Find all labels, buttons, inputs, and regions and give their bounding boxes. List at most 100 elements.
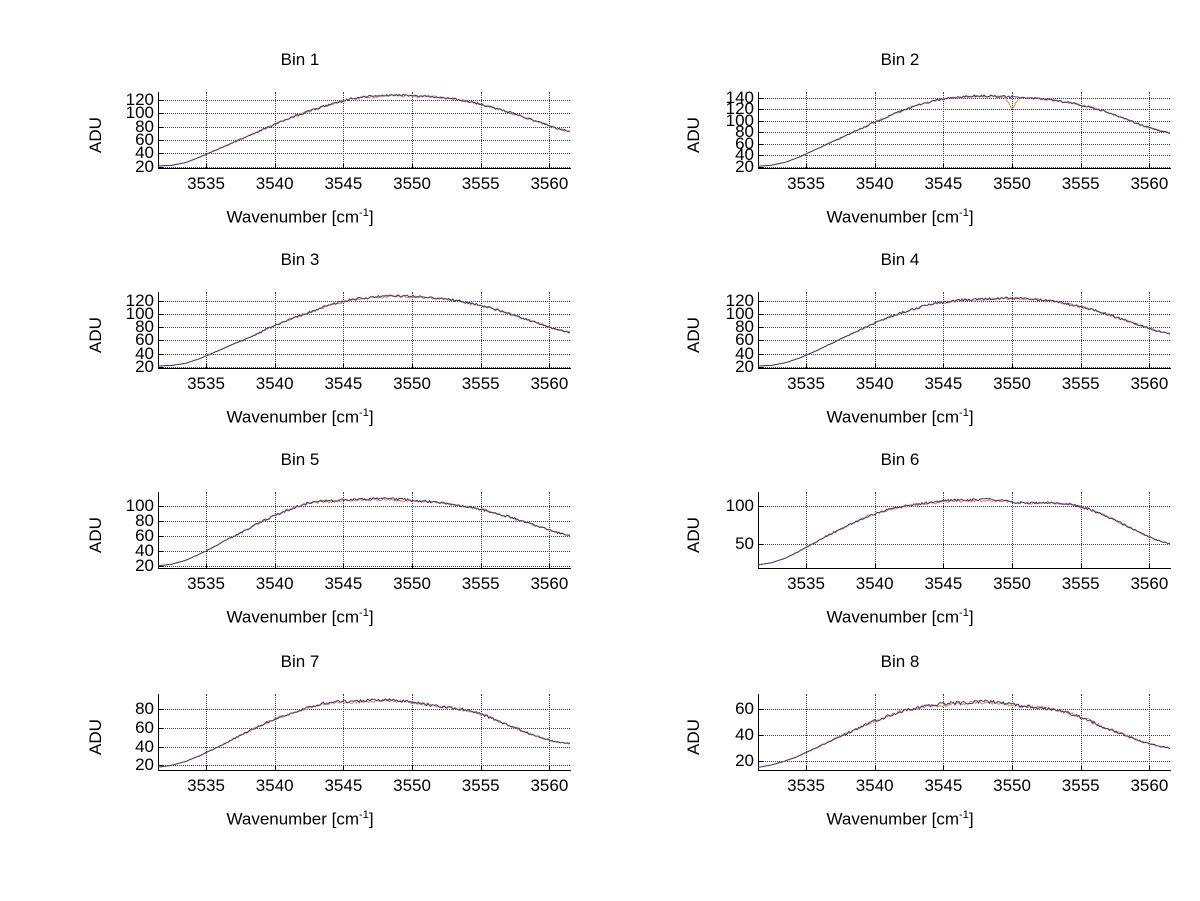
x-tick-mark bbox=[1012, 164, 1013, 169]
y-tick-mark bbox=[758, 367, 763, 368]
grid-line-vertical bbox=[206, 292, 207, 368]
y-tick-label: 80 bbox=[135, 116, 154, 136]
y-tick-label: 60 bbox=[135, 717, 154, 737]
y-tick-label: 100 bbox=[725, 495, 754, 515]
x-tick-mark bbox=[206, 766, 207, 771]
grid-line-horizontal bbox=[758, 709, 1170, 710]
grid-line-vertical bbox=[343, 92, 344, 168]
y-tick-label: 60 bbox=[135, 526, 154, 546]
x-axis-label: Wavenumber [cm-1] bbox=[600, 407, 1200, 428]
y-tick-mark bbox=[158, 506, 163, 507]
x-axis-line bbox=[158, 168, 571, 169]
grid-line-horizontal bbox=[158, 127, 570, 128]
x-tick-mark bbox=[412, 564, 413, 569]
x-tick-label: 3540 bbox=[255, 776, 294, 795]
x-tick-label: 3535 bbox=[187, 174, 225, 193]
y-tick-mark bbox=[758, 132, 763, 133]
grid-line-horizontal bbox=[758, 761, 1170, 762]
grid-line-horizontal bbox=[158, 551, 570, 552]
grid-line-horizontal bbox=[158, 536, 570, 537]
x-tick-label: 3545 bbox=[324, 574, 363, 593]
grid-line-vertical bbox=[481, 694, 482, 770]
grid-line-horizontal bbox=[758, 144, 1170, 145]
x-tick-mark bbox=[549, 364, 550, 369]
x-axis-label-suffix: ] bbox=[968, 407, 974, 427]
y-tick-label: 60 bbox=[135, 130, 154, 149]
y-tick-mark bbox=[158, 551, 163, 552]
y-axis-line bbox=[158, 292, 159, 369]
x-tick-mark bbox=[943, 364, 944, 369]
grid-line-vertical bbox=[1081, 292, 1082, 368]
y-tick-label: 40 bbox=[735, 343, 754, 363]
data-series-line bbox=[757, 94, 1171, 167]
grid-line-horizontal bbox=[158, 367, 570, 368]
x-tick-label: 3555 bbox=[1061, 374, 1100, 393]
subplot-title: Bin 7 bbox=[280, 652, 320, 671]
x-tick-mark bbox=[343, 364, 344, 369]
x-tick-label: 3535 bbox=[187, 574, 225, 593]
grid-line-horizontal bbox=[158, 113, 570, 114]
x-tick-label: 3540 bbox=[855, 174, 894, 193]
x-tick-label: 3540 bbox=[855, 374, 894, 393]
x-tick-mark bbox=[412, 164, 413, 169]
y-tick-mark bbox=[158, 728, 163, 729]
x-tick-mark bbox=[943, 766, 944, 771]
x-tick-mark bbox=[1081, 364, 1082, 369]
y-tick-mark bbox=[158, 367, 163, 368]
x-axis-line bbox=[758, 568, 1171, 569]
grid-line-horizontal bbox=[758, 155, 1170, 156]
x-tick-mark bbox=[1012, 766, 1013, 771]
x-tick-label: 3560 bbox=[1130, 374, 1169, 393]
x-tick-label: 3545 bbox=[924, 174, 963, 193]
grid-line-vertical bbox=[1081, 694, 1082, 770]
x-axis-label-superscript: -1 bbox=[959, 809, 969, 821]
grid-line-vertical bbox=[806, 92, 807, 168]
y-tick-label: 120 bbox=[725, 291, 754, 311]
x-axis-label-suffix: ] bbox=[368, 207, 374, 227]
y-tick-mark bbox=[158, 127, 163, 128]
y-tick-mark bbox=[758, 167, 763, 168]
grid-line-horizontal bbox=[158, 153, 570, 154]
y-tick-label: 60 bbox=[135, 330, 154, 350]
x-axis-label: Wavenumber [cm-1] bbox=[0, 607, 600, 628]
grid-line-horizontal bbox=[758, 98, 1170, 99]
y-tick-label: 80 bbox=[135, 510, 154, 530]
x-tick-mark bbox=[943, 564, 944, 569]
data-series-line bbox=[157, 93, 571, 167]
data-traces bbox=[157, 497, 571, 567]
x-tick-label: 3535 bbox=[187, 374, 225, 393]
grid-line-horizontal bbox=[758, 354, 1170, 355]
data-series-line bbox=[157, 497, 571, 567]
x-tick-mark bbox=[481, 164, 482, 169]
y-tick-mark bbox=[158, 566, 163, 567]
y-tick-label: 20 bbox=[135, 755, 154, 775]
y-tick-mark bbox=[758, 327, 763, 328]
grid-line-horizontal bbox=[158, 327, 570, 328]
grid-line-vertical bbox=[943, 292, 944, 368]
data-traces bbox=[157, 294, 571, 367]
x-tick-mark bbox=[481, 564, 482, 569]
grid-line-vertical bbox=[206, 694, 207, 770]
x-tick-label: 3545 bbox=[924, 374, 963, 393]
grid-line-horizontal bbox=[158, 301, 570, 302]
grid-line-horizontal bbox=[758, 167, 1170, 168]
x-tick-mark bbox=[806, 766, 807, 771]
data-series-line bbox=[757, 699, 1171, 768]
x-tick-mark bbox=[412, 364, 413, 369]
y-tick-label: 100 bbox=[125, 304, 154, 324]
y-tick-label: 40 bbox=[735, 725, 754, 745]
x-tick-label: 3550 bbox=[993, 776, 1031, 795]
grid-line-horizontal bbox=[158, 566, 570, 567]
grid-line-horizontal bbox=[158, 728, 570, 729]
subplot-title: Bin 3 bbox=[280, 250, 320, 269]
x-axis-label-suffix: ] bbox=[368, 607, 374, 627]
x-tick-label: 3545 bbox=[324, 174, 363, 193]
x-axis-label-superscript: -1 bbox=[959, 207, 969, 219]
x-tick-label: 3560 bbox=[530, 776, 569, 795]
x-tick-label: 3555 bbox=[1061, 574, 1100, 593]
data-series-line bbox=[157, 698, 571, 768]
grid-line-vertical bbox=[549, 292, 550, 368]
x-axis-label: Wavenumber [cm-1] bbox=[600, 809, 1200, 830]
y-tick-mark bbox=[758, 121, 763, 122]
x-axis-label-prefix: Wavenumber [cm bbox=[826, 207, 960, 227]
